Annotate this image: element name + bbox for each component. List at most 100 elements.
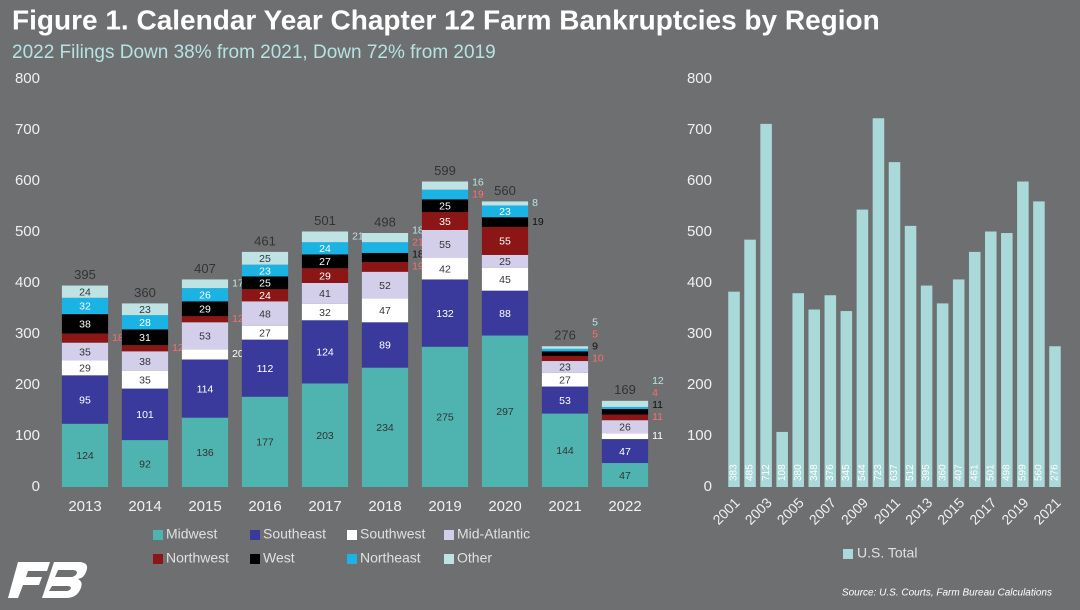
data-label: 132 (436, 308, 454, 320)
bar-segment (121, 440, 169, 487)
bar-segment (601, 463, 649, 487)
data-label: 27 (319, 256, 331, 268)
y-tick-label: 0 (704, 478, 712, 495)
data-label: 18 (112, 332, 124, 344)
data-label: 21 (412, 237, 424, 249)
y-tick-label: 200 (15, 376, 40, 393)
x-tick-label: 2016 (248, 498, 281, 515)
data-label: 136 (196, 447, 214, 459)
data-label: 18 (412, 249, 424, 261)
data-label: 55 (439, 239, 451, 251)
data-label: 560 (1034, 464, 1045, 481)
bar (888, 162, 901, 487)
data-label: 112 (257, 363, 274, 375)
data-label: 19 (412, 261, 424, 273)
bar-segment (241, 276, 289, 290)
total-label: 276 (554, 328, 576, 343)
y-tick-label: 300 (15, 325, 40, 342)
x-tick-label: 2014 (128, 498, 161, 515)
bar (776, 431, 788, 487)
bar (1017, 181, 1029, 487)
data-label: 17 (232, 278, 244, 290)
x-tick-label: 2017 (308, 498, 341, 515)
bar (856, 209, 869, 487)
data-label: 18 (412, 225, 424, 237)
data-label: 35 (439, 216, 451, 228)
bar-segment (361, 322, 409, 368)
data-label: 32 (319, 307, 331, 319)
data-label: 11 (652, 399, 663, 411)
data-label: 124 (316, 347, 334, 359)
bar-segment (361, 367, 409, 487)
bar-segment (361, 271, 409, 299)
bar-segment (541, 348, 589, 352)
data-label: 498 (1001, 464, 1012, 481)
data-label: 25 (439, 201, 451, 213)
data-label: 21 (352, 231, 364, 243)
bar-segment (541, 361, 589, 373)
bar (1033, 201, 1045, 487)
bar-segment (301, 320, 349, 384)
legend-swatch (153, 554, 163, 564)
data-label: 23 (139, 304, 151, 316)
bar-segment (61, 333, 109, 343)
bar-segment (241, 289, 289, 302)
bar-segment (481, 254, 529, 268)
bar (952, 279, 965, 487)
data-label: 23 (259, 265, 271, 277)
data-label: 88 (499, 308, 511, 320)
bar-segment (301, 303, 349, 321)
bar-segment (421, 229, 469, 259)
total-label: 169 (614, 382, 636, 397)
data-label: 723 (873, 464, 884, 481)
bar-segment (241, 251, 289, 265)
total-label: 599 (434, 163, 456, 178)
data-label: 360 (937, 464, 948, 481)
data-label: 53 (559, 395, 571, 407)
bar-segment (61, 360, 109, 376)
bar-segment (241, 264, 289, 277)
data-label: 512 (905, 464, 916, 481)
bar-segment (481, 335, 529, 487)
data-label: 11 (652, 430, 663, 442)
bar-segment (241, 325, 289, 340)
legend-label: Midwest (166, 526, 217, 542)
data-label: 41 (319, 288, 331, 300)
data-label: 89 (379, 340, 391, 352)
bar-segment (181, 349, 229, 360)
data-label: 16 (472, 176, 484, 188)
bar-segment (601, 406, 649, 409)
y-tick-label: 200 (687, 376, 712, 393)
bar-segment (421, 212, 469, 230)
data-label: 55 (499, 236, 511, 248)
data-label: 47 (379, 305, 391, 317)
bar-segment (361, 298, 409, 323)
data-label: 23 (559, 362, 571, 374)
bar-segment (601, 414, 649, 421)
legend-swatch (843, 549, 853, 559)
bar-segment (421, 181, 469, 190)
data-label: 20 (232, 348, 244, 360)
bar-segment (181, 417, 229, 487)
data-label: 23 (499, 206, 511, 218)
data-label: 10 (592, 352, 604, 364)
data-label: 28 (139, 317, 151, 329)
data-label: 395 (921, 464, 932, 481)
bar-segment (121, 388, 169, 441)
data-label: 25 (259, 253, 271, 265)
legend-label: Northwest (166, 550, 229, 566)
data-label: 38 (139, 356, 151, 368)
bar-segment (541, 346, 589, 349)
logo (8, 562, 88, 598)
data-label: 108 (777, 464, 788, 481)
y-tick-label: 400 (15, 274, 40, 291)
bar (936, 303, 949, 487)
x-tick-label: 2020 (488, 498, 521, 515)
data-label: 29 (199, 304, 211, 316)
legend-swatch (153, 530, 163, 540)
bar-segment (601, 408, 649, 415)
bar-segment (241, 396, 289, 487)
bar (728, 291, 740, 487)
bar-segment (481, 226, 529, 255)
